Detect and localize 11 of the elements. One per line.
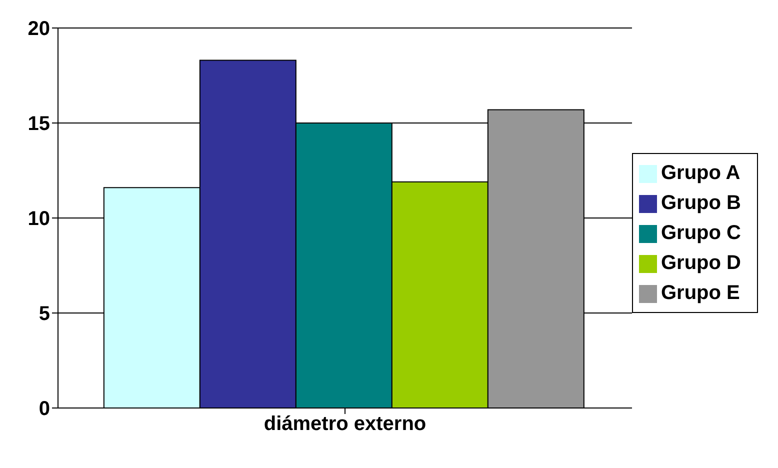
legend-label: Grupo A [661, 162, 740, 184]
y-tick-label: 10 [28, 208, 50, 230]
x-tick-label: diámetro externo [264, 413, 426, 436]
y-tick-label: 15 [28, 113, 50, 136]
legend-label: Grupo D [661, 252, 741, 274]
y-tick-label: 5 [38, 303, 50, 326]
y-tick-label: 20 [28, 18, 50, 40]
y-tick-label: 0 [38, 398, 50, 420]
legend-label: Grupo B [661, 192, 741, 214]
legend-label: Grupo C [661, 222, 741, 244]
legend-label: Grupo E [661, 282, 740, 304]
